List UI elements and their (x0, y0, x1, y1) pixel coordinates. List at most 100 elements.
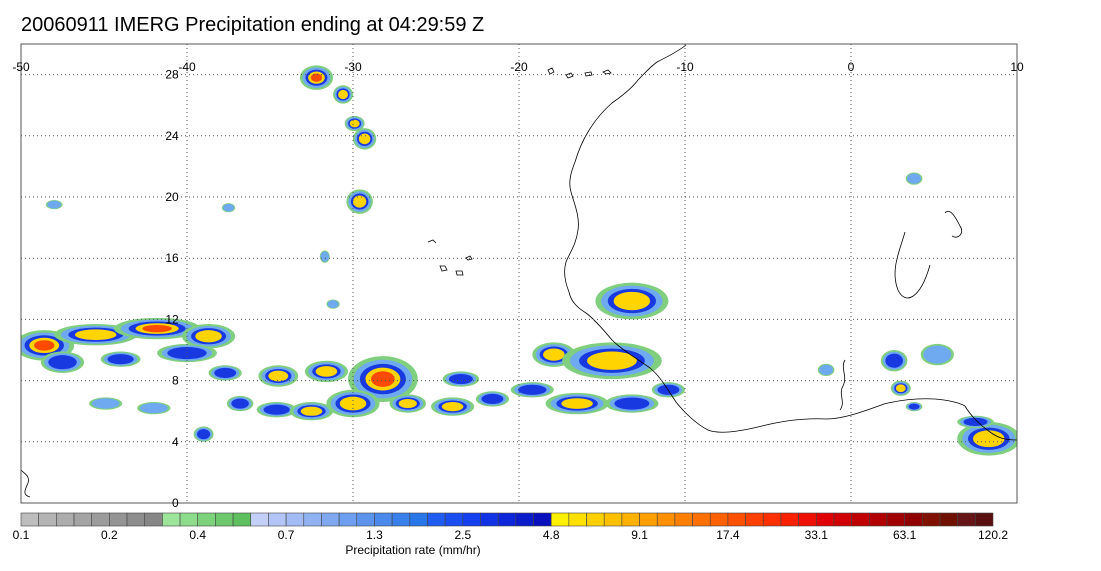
precip-cell-2-tier-4 (142, 324, 172, 333)
colorbar-label-4: 1.3 (366, 528, 383, 542)
lat-tick-label-0: 0 (172, 496, 179, 510)
precipitation-layer (21, 65, 1017, 456)
precip-cell-42 (221, 203, 236, 213)
colorbar-cell-6 (126, 512, 146, 527)
colorbar-label-11: 120.2 (978, 528, 1008, 542)
precip-cell-20 (137, 402, 171, 415)
map-title: 20060911 IMERG Precipitation ending at 0… (21, 14, 485, 36)
lake-chad-outline (944, 210, 963, 238)
colorbar-cell-16 (303, 512, 322, 527)
precip-cell-13 (256, 402, 297, 418)
precip-cell-11 (442, 371, 480, 387)
colorbar-cell-54 (975, 512, 994, 527)
lon-tick-label-4: -10 (676, 60, 694, 74)
precip-cell-6-tier-2 (167, 347, 207, 360)
colorbar-cell-51 (922, 512, 941, 527)
tick-labels: -50 -40 -30 -20 -10 0 10 0 4 8 12 16 20 24 28 (12, 60, 1024, 510)
precip-cell-16-tier-3 (398, 398, 417, 409)
precip-cell-31 (344, 115, 365, 132)
lon-tick-label-3: -20 (510, 60, 528, 74)
colorbar-cell-8 (162, 512, 181, 527)
precip-cell-4 (40, 351, 85, 373)
precip-cell-24 (562, 342, 662, 380)
precip-cell-34-tier-2 (885, 353, 903, 368)
precip-cell-18 (475, 391, 510, 407)
precip-cell-12 (226, 395, 254, 412)
colorbar-cells (20, 512, 994, 527)
colorbar-cell-23 (427, 512, 446, 527)
precip-cell-39-tier-1 (819, 364, 834, 376)
precip-cell-10-tier-4 (371, 371, 395, 387)
precip-cell-39 (817, 363, 835, 377)
colorbar-cell-22 (409, 512, 428, 527)
precip-cell-3 (182, 323, 236, 349)
map-plot-area: -50 -40 -30 -20 -10 0 10 0 4 8 12 16 20 24 28 (12, 43, 1024, 510)
map-frame (20, 43, 1018, 504)
colorbar-cell-14 (268, 512, 287, 527)
precip-cell-41-tier-1 (47, 200, 62, 209)
colorbar-cell-53 (957, 512, 976, 527)
niger-river-outline (894, 231, 931, 299)
colorbar-cell-12 (232, 512, 252, 527)
colorbar-label-8: 17.4 (716, 528, 740, 542)
colorbar-cell-45 (815, 512, 835, 527)
colorbar-cell-44 (798, 512, 817, 527)
south-america-coast (21, 469, 31, 498)
colorbar-cell-50 (904, 512, 923, 527)
precip-cell-43 (905, 172, 923, 185)
cape-verde-islands (427, 239, 473, 276)
colorbar-cell-24 (444, 512, 464, 527)
precip-cell-14-tier-3 (300, 406, 323, 416)
precip-cell-30-tier-3 (338, 89, 349, 100)
precip-cell-11-tier-2 (448, 374, 473, 385)
precip-cell-10 (348, 356, 418, 403)
colorbar-cell-28 (515, 512, 534, 527)
colorbar-label-2: 0.4 (189, 528, 206, 542)
colorbar-cell-2 (56, 512, 75, 527)
precip-cell-6 (157, 343, 217, 363)
lon-tick-label-1: -40 (178, 60, 196, 74)
colorbar-cell-43 (780, 512, 799, 527)
precip-cell-23-tier-3 (543, 348, 565, 361)
precip-cell-28-tier-3 (613, 291, 651, 311)
colorbar-cell-20 (374, 512, 393, 527)
colorbar-cell-31 (568, 512, 587, 527)
lon-tick-label-6: 10 (1010, 60, 1024, 74)
precip-cell-24-tier-3 (587, 351, 637, 370)
colorbar-cell-34 (621, 512, 640, 527)
colorbar-label-0: 0.1 (13, 528, 30, 542)
colorbar-title: Precipitation rate (mm/hr) (345, 543, 480, 557)
precip-cell-31-tier-3 (349, 119, 360, 128)
gridlines (21, 44, 1017, 503)
colorbar-cell-36 (656, 512, 676, 527)
precip-cell-21 (193, 426, 214, 442)
lon-tick-label-5: 0 (848, 60, 855, 74)
colorbar-cell-0 (20, 512, 39, 527)
colorbar-cell-32 (586, 512, 605, 527)
precip-cell-45 (326, 299, 340, 309)
precip-cell-43-tier-1 (907, 173, 922, 184)
lake-volta-outline (839, 359, 846, 411)
colorbar-cell-7 (144, 512, 163, 527)
colorbar-cell-47 (851, 512, 870, 527)
colorbar-cell-1 (38, 512, 57, 527)
precip-cell-4-tier-2 (48, 355, 77, 370)
precip-cell-7-tier-2 (214, 367, 237, 378)
precip-cell-32-tier-3 (358, 133, 371, 145)
canary-islands (547, 67, 612, 79)
colorbar-label-5: 2.5 (454, 528, 471, 542)
precip-cell-33 (346, 189, 373, 214)
precip-cell-13-tier-2 (263, 404, 290, 415)
colorbar-cell-10 (197, 512, 216, 527)
colorbar-label-9: 33.1 (805, 528, 829, 542)
colorbar-legend: 0.1 0.2 0.4 0.7 1.3 2.5 4.8 9.1 17.4 33.1 63.1 120.… (13, 512, 1008, 557)
precip-cell-20-tier-1 (139, 402, 168, 414)
precip-cell-12-tier-2 (231, 398, 249, 409)
colorbar-cell-3 (73, 512, 92, 527)
lat-tick-label-7: 28 (165, 68, 179, 82)
precip-cell-22-tier-2 (518, 384, 547, 395)
precip-cell-15 (326, 389, 380, 418)
precip-cell-44-tier-1 (320, 251, 329, 262)
precip-cell-34 (880, 350, 908, 372)
